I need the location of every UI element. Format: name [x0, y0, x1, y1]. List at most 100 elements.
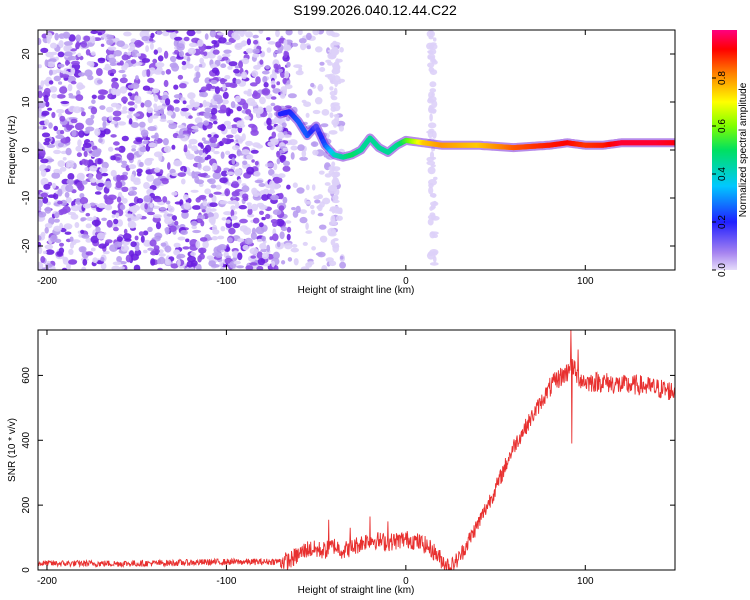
spectral-noise-blob: [123, 233, 132, 241]
spectral-noise-blob: [68, 34, 76, 42]
spectral-noise-blob: [332, 194, 339, 201]
spectral-noise-blob: [312, 30, 320, 36]
spectral-noise-blob: [113, 218, 119, 225]
spectral-noise-blob: [287, 93, 297, 99]
spectral-noise-blob: [67, 83, 73, 92]
spectral-noise-blob: [171, 215, 177, 221]
snr-x-ticks: -200 -100 0 100: [37, 330, 594, 587]
spectral-noise-blob: [230, 215, 238, 221]
spectral-noise-blob: [141, 58, 151, 63]
spectral-noise-blob: [169, 225, 177, 232]
spectral-noise-blob: [138, 231, 144, 236]
spectral-noise-blob: [59, 242, 64, 247]
spectral-noise-blob: [427, 62, 435, 68]
spectral-noise-blob: [133, 61, 143, 66]
spectral-noise-blob: [44, 206, 52, 214]
spectral-noise-blob: [179, 83, 187, 89]
spectral-noise-blob: [190, 103, 200, 108]
spectral-noise-blob: [256, 265, 264, 270]
spectral-noise-blob: [245, 265, 254, 270]
spectral-noise-blob: [226, 134, 234, 139]
spectral-noise-blob: [278, 68, 283, 73]
spectral-noise-blob: [432, 200, 437, 206]
spectral-noise-blob: [38, 37, 42, 46]
spectral-noise-blob: [273, 265, 279, 270]
chart-title: S199.2026.040.12.44.C22: [293, 2, 457, 18]
spectral-noise-blob: [182, 100, 187, 105]
spectral-noise-blob: [187, 92, 196, 100]
spectral-noise-blob: [241, 40, 247, 47]
spectral-noise-blob: [203, 140, 210, 144]
spectral-noise-blob: [201, 209, 206, 213]
spectral-noise-blob: [181, 107, 189, 112]
spectral-noise-blob: [43, 183, 51, 190]
spectral-noise-blob: [58, 40, 64, 48]
spectral-noise-blob: [138, 121, 146, 128]
spectral-noise-blob: [290, 152, 295, 160]
spectral-noise-blob: [134, 235, 139, 241]
spectral-noise-blob: [430, 42, 437, 46]
spectral-noise-blob: [82, 142, 92, 148]
spectral-noise-blob: [219, 78, 228, 82]
spectral-noise-blob: [274, 68, 280, 73]
spectral-noise-blob: [171, 172, 180, 177]
spectral-noise-blob: [183, 55, 188, 60]
spectral-noise-blob: [260, 248, 268, 253]
spectral-noise-blob: [317, 204, 323, 212]
spectral-noise-blob: [76, 152, 82, 158]
spectral-noise-blob: [140, 129, 149, 137]
spectral-noise-blob: [291, 42, 299, 47]
spectral-noise-blob: [174, 36, 183, 41]
spectral-noise-blob: [272, 88, 281, 94]
spectral-noise-blob: [317, 212, 324, 217]
spectral-noise-blob: [311, 246, 316, 251]
spectral-noise-blob: [238, 60, 243, 69]
spectral-noise-blob: [59, 166, 67, 172]
spectral-noise-blob: [118, 69, 126, 74]
spectral-noise-blob: [156, 105, 166, 110]
spectral-noise-blob: [78, 246, 87, 253]
spectral-noise-blob: [70, 67, 76, 75]
spectral-noise-blob: [319, 235, 328, 243]
spectral-noise-blob: [99, 89, 109, 95]
spectral-noise-blob: [231, 200, 238, 205]
spectral-noise-blob: [328, 130, 338, 135]
spectral-noise-blob: [209, 136, 218, 144]
spectral-noise-blob: [40, 256, 46, 263]
spectral-noise-blob: [335, 215, 343, 221]
spectral-noise-blob: [78, 72, 86, 77]
colorbar-tick-label: 0.6: [717, 119, 728, 133]
spectral-noise-blob: [121, 96, 128, 103]
spectral-noise-blob: [208, 216, 216, 224]
spectral-noise-blob: [38, 107, 42, 116]
spectral-noise-blob: [236, 43, 242, 47]
spectral-noise-blob: [151, 248, 160, 254]
spectral-noise-blob: [318, 170, 325, 175]
spectral-noise-blob: [147, 226, 153, 232]
spectral-noise-blob: [81, 266, 87, 270]
spectral-noise-blob: [288, 139, 298, 146]
spectral-noise-blob: [38, 100, 46, 109]
spectral-noise-blob: [76, 82, 84, 91]
spectral-noise-blob: [95, 226, 101, 233]
spectral-noise-blob: [94, 128, 101, 137]
spectral-noise-blob: [122, 74, 127, 78]
spectral-noise-blob: [198, 247, 207, 253]
spectral-noise-blob: [83, 159, 89, 166]
spectral-noise-blob: [241, 185, 250, 193]
spectral-noise-blob: [270, 102, 276, 107]
x-tick-label: -100: [216, 276, 236, 287]
spectral-noise-blob: [110, 134, 117, 138]
spectral-noise-blob: [40, 177, 49, 186]
spectral-noise-blob: [432, 37, 437, 42]
spectral-noise-blob: [136, 168, 143, 174]
spectral-noise-blob: [336, 58, 343, 63]
spectral-noise-blob: [175, 250, 180, 254]
spectral-noise-blob: [111, 87, 117, 96]
spectral-noise-blob: [103, 128, 111, 135]
spectral-noise-blob: [70, 118, 78, 124]
y-tick-label: 10: [21, 96, 32, 108]
spectral-noise-blob: [43, 94, 49, 103]
spectral-noise-blob: [228, 227, 236, 235]
spectral-noise-blob: [286, 226, 292, 233]
